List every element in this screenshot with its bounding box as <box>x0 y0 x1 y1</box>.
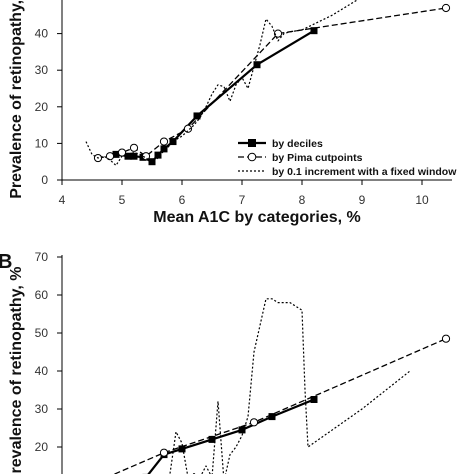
panel-a-point-by-pima-cutpoints <box>183 124 193 133</box>
legend-marker-deciles <box>248 139 256 147</box>
panel-a-chart: 0 10 20 30 40 4 5 6 7 8 9 10 Prevalence of retinopa… <box>8 0 457 226</box>
panel-a-y-tick-label: 40 <box>35 27 49 41</box>
panel-a-point-by-deciles <box>148 158 156 166</box>
panel-a-point-by-deciles <box>169 138 177 146</box>
panel-a-x-axis-label: Mean A1C by categories, % <box>153 209 360 226</box>
panel-b-series-line-by-deciles <box>147 398 315 474</box>
panel-b-point-by-deciles <box>310 396 318 403</box>
legend-label-pima: by Pima cutpoints <box>272 152 363 164</box>
panel-b-chart: B 20 30 40 50 60 70 revalence of retinopathy,… <box>0 250 451 474</box>
panel-b-letter: B <box>0 251 12 273</box>
panel-b-point-by-pima-cutpoints <box>441 334 451 343</box>
legend: by deciles by Pima cutpoints by 0.1 incr… <box>238 138 457 178</box>
panel-a-point-by-deciles <box>193 112 201 120</box>
panel-a-x-tick-label: 9 <box>359 193 366 207</box>
panel-a-series-line-by-pima-cutpoints <box>97 7 447 159</box>
panel-a-point-by-pima-cutpoints <box>441 3 451 13</box>
legend-marker-pima <box>247 152 257 162</box>
panel-b-y-tick-label: 50 <box>35 326 49 340</box>
panel-a-point-by-pima-cutpoints <box>159 137 169 146</box>
panel-b-point-by-deciles <box>208 435 216 443</box>
panel-a-point-by-deciles <box>253 61 261 69</box>
panel-b-y-tick-label: 60 <box>35 288 49 302</box>
panel-a-point-by-deciles <box>160 145 168 153</box>
panel-b-point-by-deciles <box>238 426 246 434</box>
panel-a-point-by-deciles <box>124 152 132 160</box>
panel-a-point-by-deciles <box>154 151 162 159</box>
panel-b-y-tick-label: 30 <box>35 402 49 416</box>
panel-b-point-by-deciles <box>268 413 276 421</box>
panel-a-point-by-pima-cutpoints <box>129 143 139 152</box>
panel-b-y-tick-label: 40 <box>35 364 49 378</box>
legend-label-increment: by 0.1 increment with a fixed window <box>272 166 457 178</box>
panel-b-point-by-pima-cutpoints <box>159 448 169 457</box>
panel-a-point-by-deciles <box>130 152 138 160</box>
panel-b-point-by-deciles <box>178 445 186 453</box>
panel-a-x-tick-label: 5 <box>119 193 126 207</box>
panel-b-y-tick-label: 70 <box>35 250 49 264</box>
panel-b-y-tick-label: 20 <box>35 440 49 454</box>
legend-label-deciles: by deciles <box>272 138 323 150</box>
panel-a-x-tick-label: 6 <box>179 193 186 207</box>
panel-a-x-tick-label: 10 <box>415 193 429 207</box>
panel-a-y-tick-label: 20 <box>35 100 49 114</box>
panel-b-series-line-by-pima-cutpoints <box>113 338 447 474</box>
panel-b-point-by-pima-cutpoints <box>249 418 259 427</box>
panel-a-x-tick-label: 4 <box>59 193 66 207</box>
panel-a-point-by-pima-cutpoints <box>105 152 115 161</box>
panel-a-x-tick-label: 8 <box>299 193 306 207</box>
panel-a-point-by-deciles <box>310 27 318 35</box>
panel-a-point-by-pima-cutpoints <box>141 152 151 161</box>
panel-a-y-tick-label: 30 <box>35 63 49 77</box>
panel-a-y-axis-label: Prevalence of retinopathy, % <box>8 0 25 199</box>
panel-a-y-tick-label: 10 <box>35 136 49 150</box>
panel-b-y-axis-label: revalence of retinopathy, % <box>8 267 25 474</box>
panel-a-y-tick-label: 0 <box>41 173 48 187</box>
panel-b-series-line-by-0-1-increment-with-a-fixed-window <box>169 298 411 474</box>
panel-a-x-tick-label: 7 <box>239 193 246 207</box>
